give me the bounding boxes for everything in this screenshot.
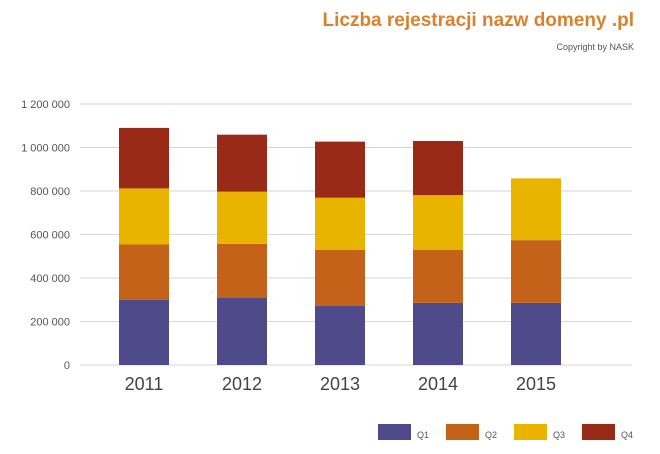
bar-q4-2012 bbox=[217, 134, 267, 192]
legend-swatch bbox=[378, 424, 411, 440]
bar-q2-2015 bbox=[511, 240, 561, 303]
bar-q4-2011 bbox=[119, 127, 169, 189]
x-tick-label: 2013 bbox=[320, 374, 360, 394]
legend-item-q4: Q4 bbox=[582, 424, 633, 440]
x-tick-label: 2015 bbox=[516, 374, 556, 394]
legend-item-q3: Q3 bbox=[514, 424, 565, 440]
y-tick-label: 0 bbox=[64, 360, 70, 372]
bar-q1-2014 bbox=[413, 302, 463, 365]
bar-q3-2013 bbox=[315, 197, 365, 250]
chart-subtitle: Copyright by NASK bbox=[556, 42, 634, 52]
y-tick-label: 200 000 bbox=[30, 317, 70, 329]
bar-q1-2011 bbox=[119, 299, 169, 365]
x-tick-label: 2014 bbox=[418, 374, 458, 394]
x-tick-label: 2011 bbox=[125, 374, 164, 394]
y-tick-label: 600 000 bbox=[30, 230, 70, 242]
legend-swatch bbox=[446, 424, 479, 440]
y-tick-label: 400 000 bbox=[30, 273, 70, 285]
bar-q3-2014 bbox=[413, 195, 463, 250]
y-tick-label: 1 000 000 bbox=[21, 143, 70, 155]
bar-q4-2013 bbox=[315, 141, 365, 198]
bar-q3-2011 bbox=[119, 188, 169, 245]
y-tick-label: 1 200 000 bbox=[21, 99, 70, 111]
y-tick-label: 800 000 bbox=[30, 186, 70, 198]
bar-q3-2012 bbox=[217, 191, 267, 244]
bar-q2-2012 bbox=[217, 243, 267, 299]
x-tick-label: 2012 bbox=[222, 374, 262, 394]
legend-item-q1: Q1 bbox=[378, 424, 429, 440]
legend-label: Q4 bbox=[621, 430, 634, 440]
legend-label: Q2 bbox=[485, 430, 498, 440]
bar-q1-2015 bbox=[511, 302, 561, 365]
legend-swatch bbox=[582, 424, 615, 440]
bar-q4-2014 bbox=[413, 140, 463, 196]
bar-q2-2011 bbox=[119, 244, 169, 300]
bar-q2-2014 bbox=[413, 249, 463, 303]
chart-title: Liczba rejestracji nazw domeny .pl bbox=[322, 10, 635, 31]
legend-label: Q3 bbox=[553, 430, 566, 440]
bar-q1-2012 bbox=[217, 298, 267, 365]
bar-q2-2013 bbox=[315, 249, 365, 306]
legend-swatch bbox=[514, 424, 547, 440]
legend-item-q2: Q2 bbox=[446, 424, 497, 440]
bar-q3-2015 bbox=[511, 178, 561, 241]
legend-label: Q1 bbox=[417, 430, 430, 440]
bar-q1-2013 bbox=[315, 305, 365, 365]
